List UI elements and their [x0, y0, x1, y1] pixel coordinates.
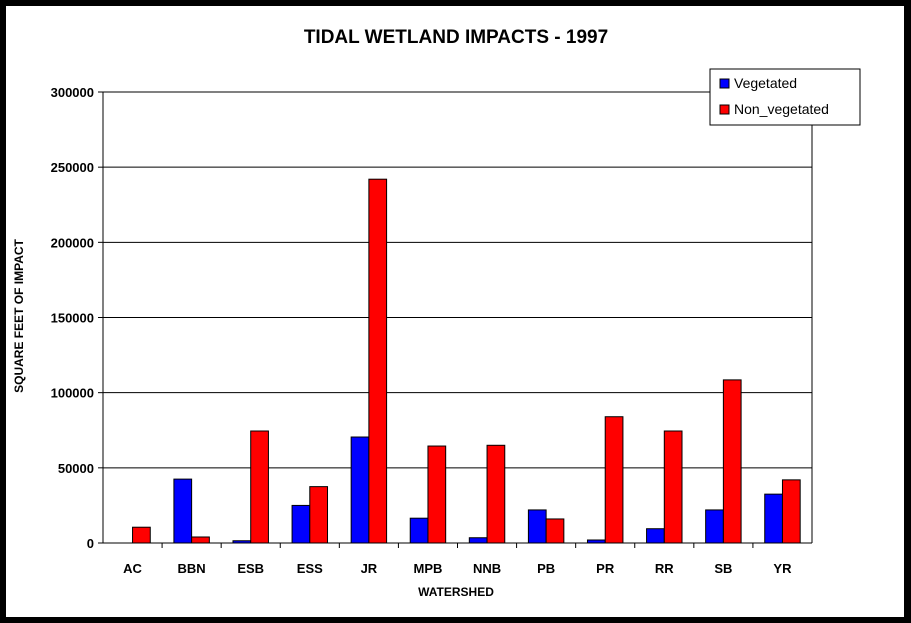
y-tick-label: 100000: [51, 386, 94, 401]
bar-vegetated-nnb: [468, 537, 488, 544]
bar-non-vegetated-mpb: [427, 445, 447, 544]
x-tick-label: PB: [537, 561, 555, 576]
bar-vegetated-rr: [646, 528, 665, 544]
x-tick-label: RR: [655, 561, 674, 576]
x-tick-label: PR: [596, 561, 615, 576]
x-tick-label: ESS: [297, 561, 323, 576]
x-tick-label: YR: [773, 561, 792, 576]
bar-vegetated-bbn: [173, 478, 193, 544]
bar-non-vegetated-rr: [663, 430, 683, 544]
y-tick-label: 0: [87, 536, 94, 551]
bar-non-vegetated-yr: [781, 479, 801, 544]
bar-non-vegetated-sb: [722, 379, 742, 544]
y-axis-ticks: 0 50000 100000 150000 200000 250000 300000: [51, 85, 103, 551]
y-tick-label: 300000: [51, 85, 94, 100]
y-tick-label: 150000: [51, 311, 94, 326]
y-tick-label: 50000: [58, 461, 94, 476]
x-axis-ticks: AC BBN ESB ESS JR MPB NNB PB PR RR SB YR: [123, 543, 792, 576]
y-tick-label: 200000: [51, 235, 94, 250]
x-tick-label: MPB: [414, 561, 443, 576]
legend-swatch: [719, 104, 730, 115]
bar-vegetated-jr: [350, 436, 370, 544]
x-axis-label: WATERSHED: [418, 585, 494, 599]
chart-title: TIDAL WETLAND IMPACTS - 1997: [304, 27, 608, 48]
bar-non-vegetated-esb: [250, 430, 269, 544]
legend-box: [709, 68, 861, 126]
bar-non-vegetated-nnb: [486, 444, 506, 544]
bar-non-vegetated-ess: [309, 486, 329, 544]
bar-vegetated-sb: [705, 509, 724, 544]
bar-non-vegetated-jr: [368, 178, 388, 544]
x-tick-label: SB: [714, 561, 732, 576]
bar-vegetated-yr: [764, 493, 783, 544]
bar-vegetated-pb: [527, 509, 547, 544]
x-tick-label: NNB: [473, 561, 501, 576]
chart-frame: TIDAL WETLAND IMPACTS - 1997 0 50000 10000…: [5, 5, 905, 618]
x-tick-label: JR: [361, 561, 378, 576]
legend-label: Vegetated: [734, 75, 797, 91]
x-tick-label: AC: [123, 561, 142, 576]
legend-label: Non_vegetated: [734, 101, 829, 117]
bar-chart: TIDAL WETLAND IMPACTS - 1997 0 50000 10000…: [12, 27, 861, 599]
y-tick-label: 250000: [51, 160, 94, 175]
x-tick-label: ESB: [237, 561, 264, 576]
bar-non-vegetated-pb: [545, 518, 565, 544]
bars: [132, 178, 801, 544]
bar-vegetated-mpb: [409, 517, 429, 544]
bar-vegetated-ess: [291, 504, 311, 544]
bar-non-vegetated-pr: [604, 416, 624, 544]
legend: Vegetated Non_vegetated: [709, 68, 861, 126]
bar-non-vegetated-ac: [132, 526, 151, 544]
x-tick-label: BBN: [178, 561, 206, 576]
y-axis-label: SQUARE FEET OF IMPACT: [12, 238, 26, 392]
legend-swatch: [719, 78, 730, 89]
gridlines: [103, 91, 812, 469]
bar-non-vegetated-bbn: [191, 536, 210, 544]
